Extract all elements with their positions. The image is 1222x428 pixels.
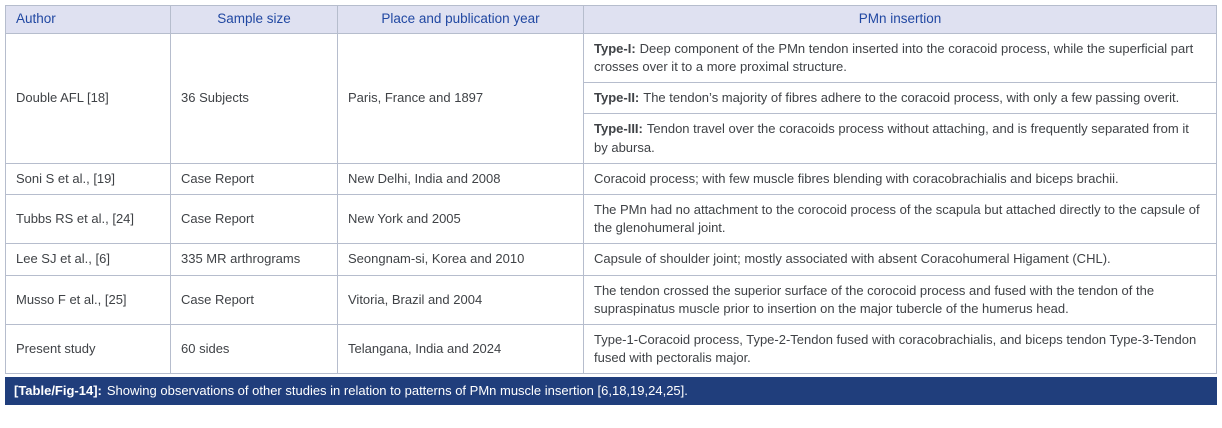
place-cell: New Delhi, India and 2008 (337, 162, 584, 196)
col-header-insertion: PMn insertion (583, 5, 1217, 34)
author-cell: Present study (5, 323, 171, 375)
insertion-cell: Type-I: Deep component of the PMn tendon … (583, 32, 1217, 84)
insertion-cell: Capsule of shoulder joint; mostly associ… (583, 243, 1217, 276)
insertion-cell: Type-III: Tendon travel over the coracoid… (583, 113, 1217, 164)
insertion-cell: Coracoid process; with few muscle fibres… (583, 162, 1217, 196)
sample-size-cell: 335 MR arthrograms (170, 243, 338, 276)
table-row-lee: Lee SJ et al., [6] 335 MR arthrograms Se… (5, 243, 1217, 276)
table-row-tubbs: Tubbs RS et al., [24] Case Report New Yo… (5, 194, 1217, 245)
col-header-place: Place and publication year (337, 5, 584, 34)
insertion-cell: The tendon crossed the superior surface … (583, 274, 1217, 325)
place-cell: Vitoria, Brazil and 2004 (337, 274, 584, 325)
header-row: Author Sample size Place and publication… (5, 5, 1217, 34)
sample-size-cell: Case Report (170, 274, 338, 325)
insertion-type-label: Type-III: (594, 121, 643, 137)
author-cell: Soni S et al., [19] (5, 162, 171, 196)
insertion-type-label: Type-II: (594, 90, 640, 106)
insertion-type-label: Type-I: (594, 40, 636, 56)
insertion-cell: Type-1-Coracoid process, Type-2-Tendon f… (583, 323, 1217, 375)
insertion-type-text: Tendon travel over the coracoids process… (594, 121, 1189, 155)
caption-text: Showing observations of other studies in… (106, 383, 688, 399)
sample-size-cell: 60 sides (170, 323, 338, 375)
caption-label: [Table/Fig-14]: (14, 383, 102, 399)
author-cell: Double AFL [18] (5, 32, 171, 164)
table-row-musso: Musso F et al., [25] Case Report Vitoria… (5, 274, 1217, 325)
table-caption: [Table/Fig-14]: Showing observations of o… (5, 377, 1217, 405)
place-cell: Seongnam-si, Korea and 2010 (337, 243, 584, 276)
place-cell: Telangana, India and 2024 (337, 323, 584, 375)
studies-table: Author Sample size Place and publication… (5, 5, 1217, 375)
author-cell: Lee SJ et al., [6] (5, 243, 171, 276)
author-cell: Musso F et al., [25] (5, 274, 171, 325)
table-row-present-study: Present study 60 sides Telangana, India … (5, 323, 1217, 375)
table-row-double-type2: Type-II: The tendon’s majority of fibres … (6, 82, 1217, 115)
sample-size-cell: Case Report (170, 194, 338, 245)
table-row-soni: Soni S et al., [19] Case Report New Delh… (5, 162, 1217, 196)
author-cell: Tubbs RS et al., [24] (5, 194, 171, 245)
insertion-cell: Type-II: The tendon’s majority of fibres … (583, 82, 1217, 115)
col-header-author: Author (5, 5, 171, 34)
col-header-sample-size: Sample size (170, 5, 338, 34)
sample-size-cell: 36 Subjects (170, 32, 338, 164)
insertion-type-text: Deep component of the PMn tendon inserte… (594, 40, 1194, 75)
insertion-type-text: The tendon’s majority of fibres adhere t… (643, 90, 1180, 106)
table-row-double-type1: Double AFL [18] 36 Subjects Paris, Franc… (5, 32, 1217, 164)
sample-size-cell: Case Report (170, 162, 338, 196)
table-row-double-type3: Type-III: Tendon travel over the coracoid… (6, 113, 1217, 164)
place-cell: New York and 2005 (337, 194, 584, 245)
place-cell: Paris, France and 1897 (337, 32, 584, 164)
insertion-cell: The PMn had no attachment to the corocoi… (583, 194, 1217, 245)
